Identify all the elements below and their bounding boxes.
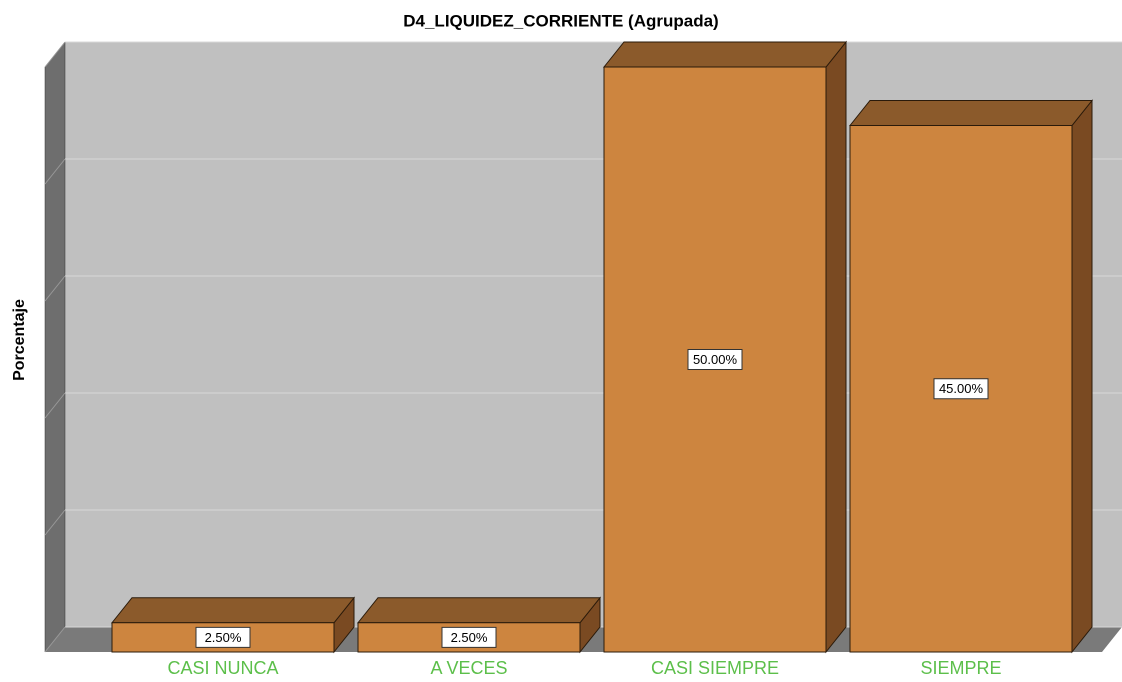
- grid-line-side: [44, 392, 66, 419]
- bar: [602, 40, 848, 654]
- grid-line-side: [44, 626, 66, 653]
- left-wall: [44, 41, 66, 653]
- bar: [848, 99, 1094, 654]
- y-axis-label: Porcentaje: [11, 299, 28, 381]
- bar-top: [848, 100, 1094, 126]
- value-label-box: [441, 626, 497, 648]
- value-label: 50.00%: [693, 352, 738, 367]
- bar-top: [356, 597, 602, 624]
- grid-line-side: [44, 509, 66, 536]
- chart-title: D4_LIQUIDEZ_CORRIENTE (Agrupada): [403, 11, 718, 30]
- value-label: 2.50%: [451, 630, 488, 645]
- value-label: 2.50%: [205, 630, 242, 645]
- bar-top: [602, 41, 848, 68]
- x-tick-label: CASI NUNCA: [167, 658, 278, 678]
- x-tick-label: A VECES: [430, 658, 507, 678]
- bar-side: [825, 40, 847, 654]
- value-label: 45.00%: [939, 381, 984, 396]
- x-tick-label: CASI SIEMPRE: [651, 658, 779, 678]
- value-label-box: [933, 378, 989, 400]
- grid-line-side: [44, 158, 66, 185]
- grid-line-side: [44, 41, 66, 68]
- bar-top: [110, 597, 356, 624]
- x-tick-label: SIEMPRE: [920, 658, 1001, 678]
- value-label-box: [687, 349, 743, 370]
- value-label-box: [195, 626, 251, 648]
- bar-side: [1071, 99, 1093, 654]
- grid-line-side: [44, 275, 66, 302]
